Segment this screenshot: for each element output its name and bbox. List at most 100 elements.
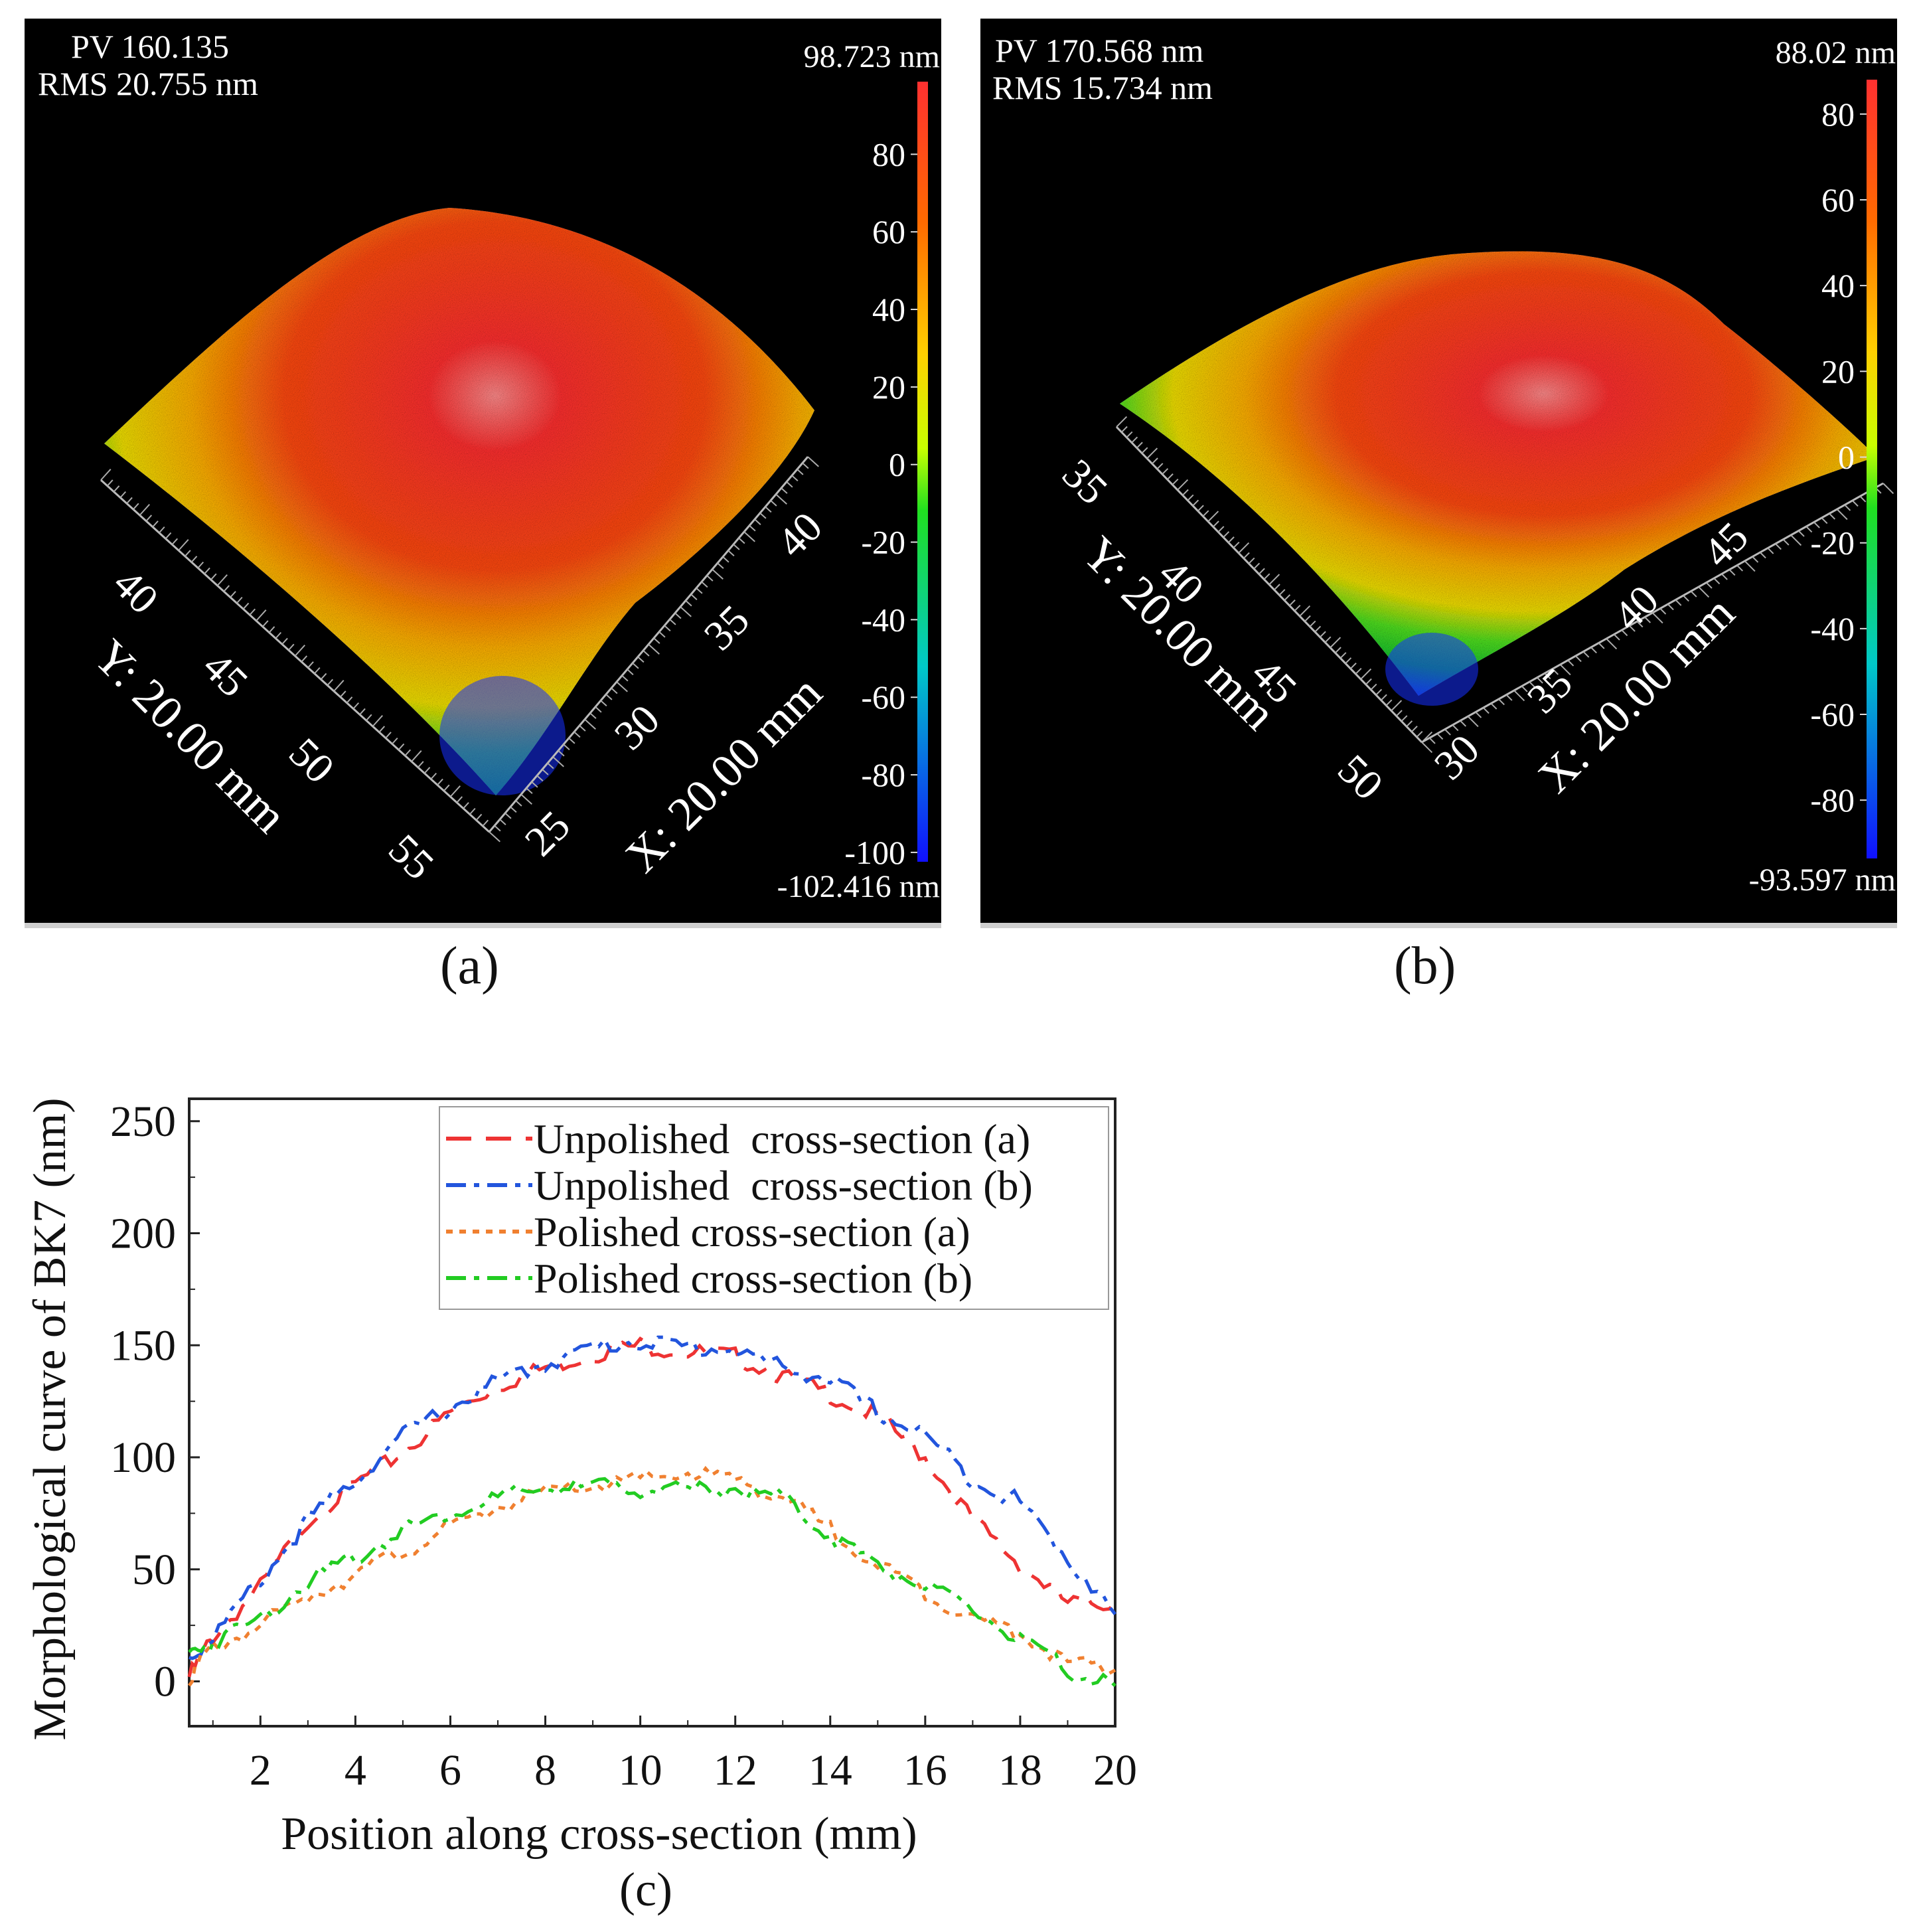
axis-tick bbox=[1636, 621, 1644, 628]
axis-tick bbox=[568, 738, 575, 744]
axis-tick bbox=[1299, 605, 1311, 617]
axis-tick bbox=[1375, 688, 1383, 696]
axis-tick bbox=[1521, 685, 1528, 692]
y-axis-label: Morphological curve of BK7 (nm) bbox=[25, 1097, 76, 1740]
axis-tick bbox=[807, 456, 819, 467]
axis-tick bbox=[1365, 678, 1372, 685]
axis-tick bbox=[1345, 657, 1352, 664]
axis-tick bbox=[802, 462, 809, 469]
axis-tick bbox=[653, 637, 660, 644]
colorbar-tick-label: 40 bbox=[872, 291, 905, 328]
axis-tick bbox=[542, 769, 549, 775]
colorbar-tick-label: -20 bbox=[1810, 524, 1855, 562]
axis-tick bbox=[1217, 526, 1225, 533]
axis-tick bbox=[1172, 478, 1179, 485]
axis-tick bbox=[1767, 547, 1774, 554]
axis-tick bbox=[437, 778, 443, 786]
x-tick-label: 20 bbox=[1093, 1746, 1137, 1795]
colorbar-tick-label: 20 bbox=[1821, 353, 1855, 390]
axis-tick bbox=[1233, 541, 1240, 548]
axis-tick bbox=[133, 503, 139, 510]
axis-tick bbox=[1223, 531, 1230, 538]
axis-tick bbox=[1721, 573, 1728, 580]
axis-tick bbox=[1370, 683, 1377, 690]
x-tick-label: 30 bbox=[605, 695, 668, 758]
axis-tick bbox=[1177, 479, 1189, 491]
axis-tick bbox=[574, 731, 581, 738]
surface-map-a: 40 45 50 55 25 30 35 40 Y: 20.00 mm X: 20.00 mm 80… bbox=[25, 19, 941, 928]
axis-tick bbox=[547, 762, 554, 769]
series-line-2 bbox=[189, 1335, 1116, 1660]
axis-tick bbox=[520, 793, 532, 805]
x-tick-label: 18 bbox=[998, 1746, 1042, 1795]
axis-tick bbox=[307, 661, 314, 669]
axis-tick bbox=[288, 643, 295, 651]
axis-tick bbox=[1273, 584, 1280, 591]
axis-tick bbox=[685, 600, 692, 607]
surface-area bbox=[104, 208, 814, 795]
axis-tick bbox=[584, 718, 596, 730]
axis-tick bbox=[1683, 595, 1689, 602]
colorbar bbox=[1867, 80, 1877, 858]
caption-b: (b) bbox=[1394, 937, 1456, 995]
colorbar-tick-label: -20 bbox=[861, 524, 905, 561]
axis-tick bbox=[494, 825, 501, 832]
axis-tick bbox=[1782, 538, 1790, 546]
axis-tick bbox=[1141, 447, 1148, 454]
axis-tick bbox=[1805, 526, 1813, 533]
axis-tick bbox=[1288, 600, 1296, 606]
axis-tick bbox=[197, 561, 204, 569]
axis-tick bbox=[759, 513, 767, 519]
legend-label: Polished cross-section (a) bbox=[534, 1208, 970, 1255]
axis-tick bbox=[717, 562, 724, 569]
x-tick-label: 10 bbox=[619, 1746, 662, 1795]
axis-tick bbox=[1582, 651, 1590, 658]
axis-tick bbox=[294, 645, 305, 657]
axis-tick bbox=[1790, 534, 1802, 546]
axis-tick bbox=[1116, 416, 1128, 428]
y-tick-label: 50 bbox=[280, 729, 343, 792]
axis-tick bbox=[1613, 633, 1620, 641]
axis-tick bbox=[1324, 636, 1332, 643]
axis-tick bbox=[1263, 573, 1270, 580]
series-line-4 bbox=[188, 1477, 1116, 1688]
axis-tick bbox=[1544, 673, 1551, 680]
axis-tick bbox=[616, 681, 628, 692]
axis-tick bbox=[1182, 489, 1189, 496]
colorbar-tick-label: 80 bbox=[1821, 96, 1855, 133]
y-tick-label: 50 bbox=[132, 1546, 176, 1594]
panel-border-a bbox=[25, 923, 941, 928]
axis-tick bbox=[600, 700, 607, 707]
surface-map-b: 35 40 45 50 30 35 40 45 Y: 20.00 mm X: 20.00 mm 80… bbox=[980, 19, 1897, 928]
axis-tick bbox=[262, 620, 269, 627]
axis-tick bbox=[632, 663, 639, 669]
axis-tick bbox=[754, 519, 761, 525]
colorbar-tick-label: -40 bbox=[1810, 610, 1855, 647]
y-tick-label: 50 bbox=[1329, 746, 1392, 809]
axis-tick bbox=[621, 675, 629, 682]
low-region-marker bbox=[1385, 633, 1478, 706]
axis-tick bbox=[658, 631, 666, 638]
axis-tick bbox=[1559, 664, 1571, 676]
axis-tick bbox=[1728, 569, 1736, 576]
axis-tick bbox=[1452, 724, 1459, 732]
axis-tick bbox=[385, 732, 392, 739]
axis-tick bbox=[1759, 552, 1766, 559]
axis-tick bbox=[392, 737, 398, 745]
axis-tick bbox=[1156, 463, 1164, 470]
colorbar-tick-label: -80 bbox=[1810, 781, 1855, 819]
x-tick-label: 16 bbox=[903, 1746, 947, 1795]
axis-tick bbox=[165, 532, 172, 540]
axis-tick bbox=[674, 612, 682, 619]
axis-tick bbox=[738, 537, 745, 544]
axis-tick bbox=[1598, 642, 1605, 649]
axis-tick bbox=[256, 609, 267, 621]
axis-tick bbox=[449, 785, 461, 797]
axis-tick bbox=[1126, 431, 1133, 438]
rms-text-a: RMS 20.755 nm bbox=[38, 65, 259, 102]
axis-tick bbox=[1659, 607, 1667, 615]
legend-box bbox=[439, 1106, 1109, 1310]
x-axis-label: X: 20.00 mm bbox=[615, 666, 832, 883]
axis-tick bbox=[1166, 473, 1174, 480]
